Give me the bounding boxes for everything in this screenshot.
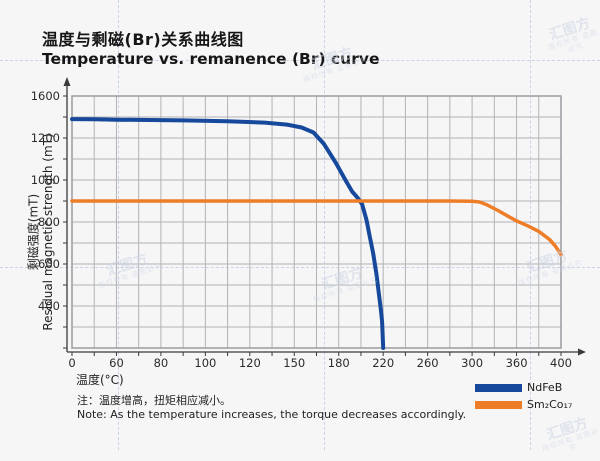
watermark-dashed-line (324, 0, 325, 450)
x-tick-label: 180 (328, 356, 350, 370)
y-tick-label: 400 (38, 299, 60, 313)
watermark-dashed-line (0, 60, 600, 61)
x-tick-label: 60 (109, 356, 124, 370)
x-tick-label: 360 (506, 356, 528, 370)
x-tick-label: 100 (194, 356, 216, 370)
legend-item: Sm₂Co₁₇ (475, 398, 572, 411)
note-zh: 注：温度增高，扭矩相应减小。 (77, 394, 231, 407)
x-tick-label: 120 (239, 356, 261, 370)
x-tick-label: 220 (372, 356, 394, 370)
x-tick-label: 300 (461, 356, 483, 370)
watermark-dashed-line (0, 267, 600, 268)
legend-item: NdFeB (475, 381, 572, 394)
legend-swatch (475, 383, 522, 392)
legend-label: Sm₂Co₁₇ (527, 398, 573, 411)
x-tick-label: 400 (550, 356, 572, 370)
x-axis-arrow (578, 348, 586, 356)
sm2co17-curve (70, 199, 563, 257)
legend: NdFeB Sm₂Co₁₇ (475, 381, 572, 411)
plot-border (71, 95, 562, 349)
y-tick-label: 800 (38, 215, 60, 229)
y-tick-label: 1200 (31, 131, 60, 145)
ndfeb-curve (70, 117, 386, 350)
note-en: Note: As the temperature increases, the … (77, 407, 467, 421)
x-tick-label: 150 (283, 356, 305, 370)
legend-swatch (475, 400, 522, 409)
y-tick-label: 1000 (31, 173, 60, 187)
x-tick-label: 0 (68, 356, 75, 370)
chart-canvas: 0 60 80 100 120 150 180 220 260 300 360 400 400 600 80… (31, 77, 586, 370)
note-block: 注：温度增高，扭矩相应减小。 Note: As the temperature … (77, 394, 466, 421)
y-tick-label: 600 (38, 257, 60, 271)
chart-title-zh: 温度与剩磁(Br)关系曲线图 (42, 30, 244, 49)
y-tick-label: 1600 (31, 89, 60, 103)
legend-label: NdFeB (527, 381, 563, 394)
watermark-dashed-line (118, 0, 119, 450)
chart-title-en: Temperature vs. remanence (Br) curve (42, 50, 380, 68)
x-axis-label: 温度(°C) (76, 373, 124, 387)
watermark-dashed-line (530, 0, 531, 450)
x-tick-label: 80 (154, 356, 169, 370)
x-tick-label: 260 (417, 356, 439, 370)
y-axis-arrow (63, 77, 71, 86)
